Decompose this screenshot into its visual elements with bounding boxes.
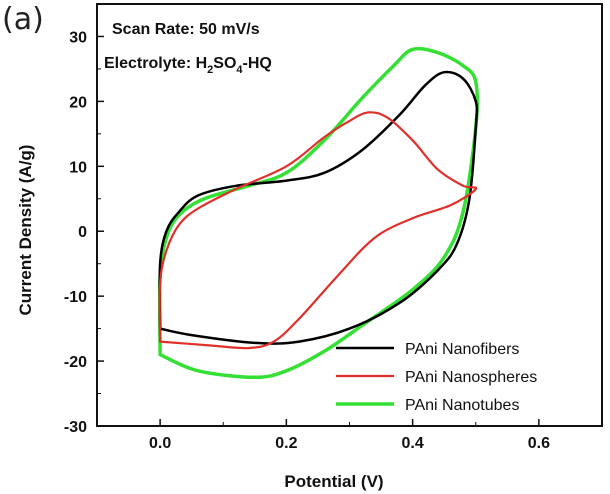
series-line-pani-nanofibers [158,70,479,345]
y-tick-label: -20 [64,354,87,371]
y-tick-label: 10 [69,159,87,176]
axis-ticks: 0.0 0.2 0.4 0.6 -30 -20 -10 0 10 20 30 [64,29,603,452]
y-tick-label: 0 [78,224,87,241]
scan-rate-annotation: Scan Rate: 50 mV/s [112,21,260,38]
x-tick-label: 0.2 [275,435,297,452]
y-tick-label: 20 [69,94,87,111]
panel-label: (a) [2,2,44,37]
curves [157,46,480,380]
electrolyte-annotation: Electrolyte: H2SO4-HQ [104,55,272,76]
legend: PAni Nanofibers PAni Nanospheres PAni Nano… [336,341,537,414]
x-axis-title: Potential (V) [284,472,383,491]
legend-label: PAni Nanospheres [405,369,537,386]
y-axis-title: Current Density (A/g) [16,145,35,316]
electrolyte-mid: SO [213,55,236,72]
x-tick-label: 0.6 [528,435,550,452]
y-tick-label: -30 [64,419,87,436]
electrolyte-prefix: Electrolyte: H [104,55,207,72]
legend-label: PAni Nanofibers [405,341,519,358]
electrolyte-sub-4: 4 [236,64,243,76]
y-tick-label: -10 [64,289,87,306]
legend-label: PAni Nanotubes [405,397,519,414]
x-tick-label: 0.0 [149,435,171,452]
series-line-pani-nanotubes [157,46,480,380]
electrolyte-suffix: -HQ [243,55,272,72]
y-tick-label: 30 [69,29,87,46]
x-tick-label: 0.4 [402,435,424,452]
electrolyte-sub-2: 2 [207,64,213,76]
series-line-pani-nanospheres [158,111,478,350]
